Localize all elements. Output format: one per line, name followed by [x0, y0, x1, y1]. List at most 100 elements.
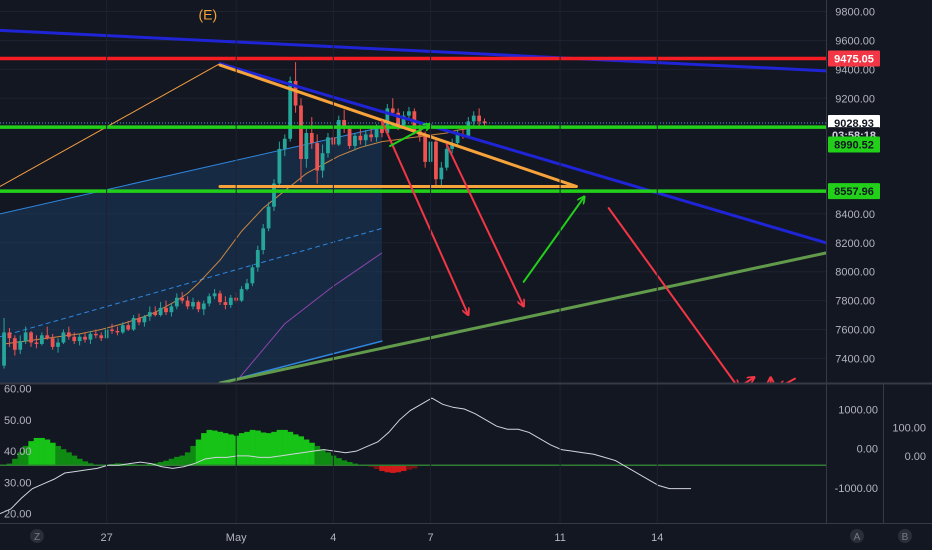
candle-body[interactable]: [439, 167, 444, 180]
candle-body[interactable]: [185, 300, 190, 307]
candle-body[interactable]: [174, 297, 179, 307]
candle-body[interactable]: [309, 132, 314, 144]
candle-body[interactable]: [56, 342, 60, 347]
candle-body[interactable]: [50, 338, 55, 347]
candle-body[interactable]: [401, 115, 406, 126]
candle-body[interactable]: [158, 307, 163, 316]
auto-scale-button[interactable]: [850, 529, 864, 543]
scale-button-z[interactable]: [30, 529, 44, 543]
histogram-bar: [222, 433, 229, 466]
histogram-bar: [411, 465, 418, 469]
price-tag-text: 9028.93: [834, 118, 874, 130]
candle-body[interactable]: [272, 183, 276, 207]
candle-body[interactable]: [93, 333, 98, 336]
candle-body[interactable]: [266, 206, 271, 229]
price-tag-text: 9475.05: [834, 54, 874, 66]
candle-body[interactable]: [374, 128, 379, 138]
candle-body[interactable]: [245, 283, 249, 290]
candle-body[interactable]: [336, 119, 341, 145]
candle-body[interactable]: [115, 330, 120, 333]
candle-body[interactable]: [12, 338, 17, 350]
candle-body[interactable]: [304, 132, 309, 159]
histogram-bar: [292, 434, 299, 466]
candle-body[interactable]: [358, 135, 363, 141]
candle-body[interactable]: [29, 332, 33, 343]
candle-body[interactable]: [455, 134, 460, 144]
candle-body[interactable]: [255, 250, 260, 268]
candle-body[interactable]: [288, 80, 293, 139]
candle-body[interactable]: [423, 135, 428, 162]
candle-body[interactable]: [39, 335, 44, 344]
candle-body[interactable]: [363, 134, 368, 141]
candle-body[interactable]: [7, 332, 12, 339]
candle-body[interactable]: [99, 335, 104, 339]
candle-body[interactable]: [196, 302, 201, 310]
price-tag[interactable]: [828, 50, 880, 67]
oscillator-pane[interactable]: [0, 397, 826, 515]
candle-body[interactable]: [396, 112, 401, 126]
candle-body[interactable]: [477, 115, 482, 122]
candle-body[interactable]: [147, 312, 152, 317]
candle-body[interactable]: [110, 329, 114, 331]
candle-body[interactable]: [201, 303, 206, 310]
candle-body[interactable]: [207, 296, 212, 304]
candle-body[interactable]: [126, 325, 131, 330]
candle-body[interactable]: [2, 332, 6, 366]
candle-body[interactable]: [77, 336, 82, 342]
candle-body[interactable]: [407, 111, 411, 116]
candle-body[interactable]: [347, 128, 352, 146]
candle-body[interactable]: [169, 306, 174, 313]
candle-body[interactable]: [72, 336, 77, 342]
candle-body[interactable]: [434, 141, 438, 180]
candle-body[interactable]: [137, 317, 141, 323]
candle-body[interactable]: [164, 307, 168, 313]
candle-body[interactable]: [293, 80, 298, 106]
candle-body[interactable]: [282, 138, 287, 149]
scale-button-z-label: Z: [34, 532, 40, 543]
candle-body[interactable]: [153, 312, 158, 316]
candle-body[interactable]: [131, 317, 136, 330]
candle-body[interactable]: [191, 302, 195, 307]
candle-body[interactable]: [482, 121, 487, 123]
candle-body[interactable]: [277, 148, 282, 184]
candle-body[interactable]: [444, 148, 449, 168]
candle-body[interactable]: [326, 137, 330, 154]
price-tag-text: 8990.52: [834, 140, 874, 152]
candle-body[interactable]: [120, 325, 125, 333]
candle-body[interactable]: [299, 105, 303, 159]
candle-body[interactable]: [380, 128, 384, 133]
histogram-bar: [271, 431, 277, 466]
candle-body[interactable]: [218, 293, 222, 303]
candle-body[interactable]: [142, 316, 147, 323]
candle-body[interactable]: [239, 289, 244, 301]
candle-body[interactable]: [223, 302, 228, 305]
price-pane[interactable]: (E): [0, 7, 826, 388]
candle-body[interactable]: [180, 297, 185, 301]
candle-body[interactable]: [23, 332, 28, 342]
scale-button-b[interactable]: [898, 529, 912, 543]
candle-body[interactable]: [320, 153, 325, 171]
candle-body[interactable]: [61, 332, 66, 343]
price-tag[interactable]: [828, 136, 880, 153]
candle-body[interactable]: [471, 115, 476, 122]
price-axis-label: 9400.00: [835, 64, 875, 76]
candle-body[interactable]: [88, 333, 93, 340]
candle-body[interactable]: [228, 297, 233, 305]
price-tag[interactable]: [828, 115, 880, 132]
candle-body[interactable]: [83, 336, 87, 340]
candle-body[interactable]: [212, 293, 217, 297]
candle-body[interactable]: [342, 119, 347, 129]
candle-body[interactable]: [390, 108, 395, 113]
candle-body[interactable]: [66, 332, 71, 337]
candle-body[interactable]: [45, 335, 50, 339]
candle-body[interactable]: [250, 267, 255, 284]
candle-body[interactable]: [261, 228, 266, 251]
candle-body[interactable]: [34, 342, 39, 344]
candle-body[interactable]: [450, 143, 455, 149]
candle-body[interactable]: [369, 134, 374, 138]
candle-body[interactable]: [18, 341, 23, 350]
candle-body[interactable]: [353, 135, 357, 146]
price-tag[interactable]: [828, 183, 880, 200]
candle-body[interactable]: [315, 143, 320, 171]
